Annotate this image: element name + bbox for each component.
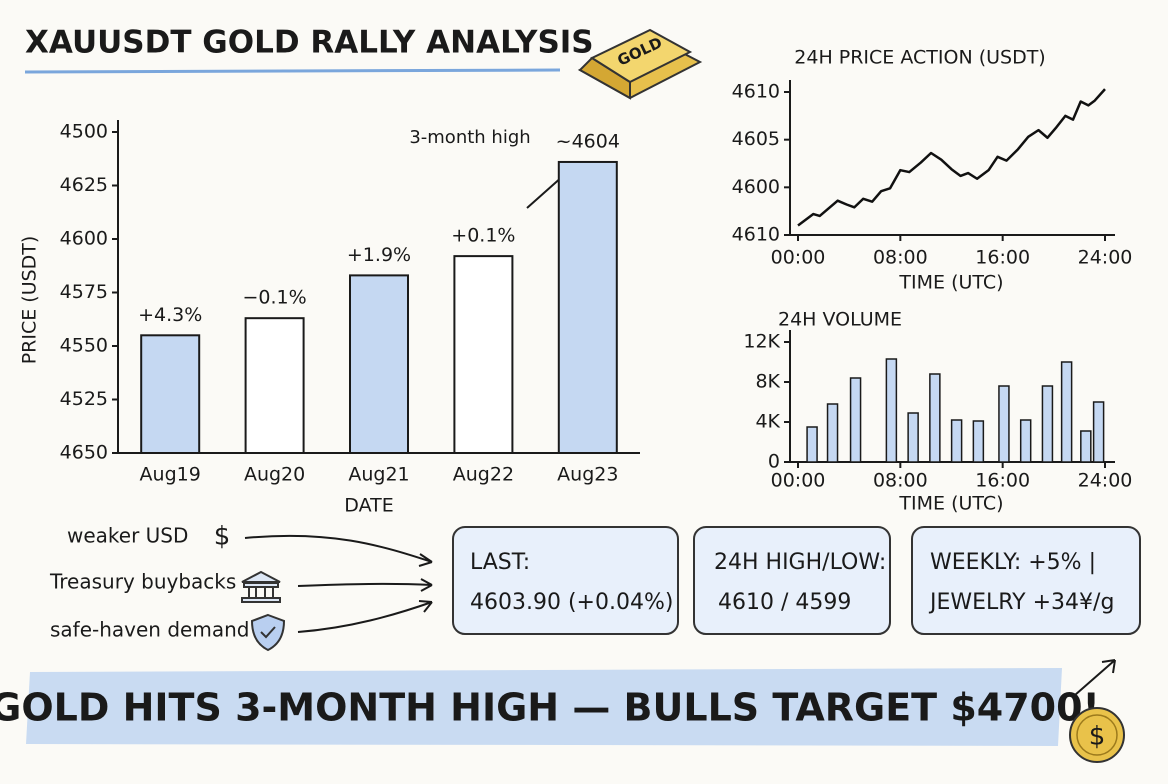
y-tick-label: 4500 [60,121,108,143]
driver: Treasury buybacks [49,570,236,594]
y-tick-label: 4600 [60,228,108,250]
bar [998,385,1010,463]
bar [557,160,618,455]
x-tick-label: 16:00 [975,247,1030,269]
bar-label: ~4604 [556,130,620,152]
annotation: 3-month high [409,127,530,148]
y-tick-label: 4600 [732,176,780,198]
x-tick-label: 24:00 [1078,470,1133,492]
bar [1060,361,1073,463]
y-tick-label: 0 [768,451,780,473]
usd-icon: $ [214,522,231,552]
y-tick-label: 4550 [60,335,108,357]
bank-icon [241,570,281,603]
coin-symbol: $ [1089,722,1106,752]
banner: GOLD HITS 3-MONTH HIGH — BULLS TARGET $4… [0,686,1100,730]
driver-arrow [297,600,433,633]
bar [140,334,201,454]
y-tick-label: 4610 [732,224,780,246]
info-box [452,526,679,635]
y-tick-label: 4650 [60,442,108,464]
bar [849,377,862,463]
info-text: WEEKLY: +5% | [930,550,1096,575]
x-tick-label: Aug22 [453,464,514,486]
driver-arrow [244,534,433,567]
info-text: JEWELRY +34¥/g [928,590,1114,615]
x-tick-label: 00:00 [771,470,826,492]
bar [907,412,919,463]
driver: weaker USD [67,524,188,548]
info-text: 4603.90 (+0.04%) [470,590,673,615]
x-tick-label: Aug21 [348,464,409,486]
chart-title: 24H PRICE ACTION (USDT) [794,47,1045,69]
shield-icon [250,613,286,652]
y-tick-label: 4605 [732,128,780,150]
driver: safe-haven demand [50,618,249,642]
driver-arrow [297,578,433,592]
x-tick-label: 24:00 [1078,247,1133,269]
x-tick-label: Aug23 [557,464,618,486]
y-tick-label: 4K [755,411,780,433]
x-tick-label: Aug20 [244,464,305,486]
gold-bar-icon [577,28,703,100]
bar [244,317,305,454]
bar [1019,419,1032,463]
coin-icon [1069,707,1125,763]
info-text: 4610 / 4599 [718,590,851,615]
info-text: LAST: [470,550,530,575]
y-tick-label: 4575 [60,281,108,303]
price-line [797,88,1106,227]
bar [1041,385,1054,463]
x-axis-label: TIME (UTC) [898,272,1003,294]
x-tick-label: 16:00 [975,470,1030,492]
info-box [693,526,891,635]
bar-label: −0.1% [242,287,306,309]
y-tick-label: 12K [743,331,780,353]
x-axis-label: DATE [344,495,393,517]
bar-label: +4.3% [138,304,202,326]
y-tick-label: 4610 [732,81,780,103]
banner-arrow [1074,659,1116,696]
x-tick-label: 08:00 [873,247,928,269]
bar [950,419,963,463]
bar [929,373,941,463]
bar [349,274,409,454]
bar [1092,401,1105,463]
bar [972,420,985,463]
bar-label: +0.1% [451,225,515,247]
bar-label: +1.9% [347,244,411,266]
title-underline [24,68,561,74]
info-text: 24H HIGH/LOW: [714,550,886,575]
y-tick-label: 8K [755,371,780,393]
x-axis-label: TIME (UTC) [898,493,1003,515]
banner-band [26,668,1062,746]
title: XAUUSDT GOLD RALLY ANALYSIS [25,25,594,61]
y-tick-label: 4625 [60,174,108,196]
y-tick-label: 4525 [60,388,108,410]
bar [453,255,514,454]
coin-ring [1076,714,1118,756]
bar [826,403,839,463]
axes [789,80,1115,236]
x-tick-label: 00:00 [771,247,826,269]
bar [1080,430,1092,463]
bar [806,426,818,463]
info-box [911,526,1141,635]
x-tick-label: 08:00 [873,470,928,492]
chart-title: 24H VOLUME [778,309,902,331]
y-axis-label: PRICE (USDT) [19,236,41,365]
x-tick-label: Aug19 [140,464,201,486]
bar [885,358,898,463]
